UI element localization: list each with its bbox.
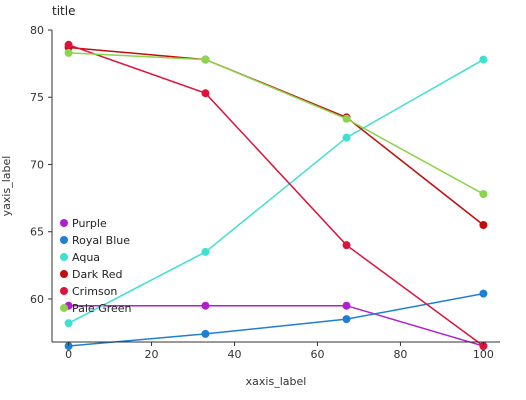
data-point-pale-green bbox=[479, 190, 488, 199]
x-tick-label: 20 bbox=[145, 348, 159, 361]
data-point-aqua bbox=[201, 247, 210, 256]
data-point-pale-green bbox=[64, 48, 73, 57]
x-tick-label: 80 bbox=[393, 348, 407, 361]
x-ticks: 0 20 40 60 80 100 bbox=[65, 342, 494, 361]
legend-marker bbox=[60, 219, 68, 227]
series-line-purple bbox=[68, 304, 484, 347]
legend-marker bbox=[60, 253, 68, 261]
data-point-aqua bbox=[479, 55, 488, 64]
chart-title: title bbox=[52, 4, 75, 18]
data-point-royal-blue bbox=[342, 315, 351, 324]
y-tick-label: 80 bbox=[30, 24, 44, 37]
data-point-royal-blue bbox=[64, 342, 73, 351]
y-axis-label: yaxis_label bbox=[0, 156, 13, 217]
series-line-aqua bbox=[68, 58, 484, 324]
x-tick-label: 40 bbox=[228, 348, 242, 361]
data-point-purple bbox=[342, 301, 351, 310]
legend-marker bbox=[60, 270, 68, 278]
legend-marker bbox=[60, 236, 68, 244]
y-tick-label: 65 bbox=[30, 226, 44, 239]
legend-label: Pale Green bbox=[72, 302, 132, 315]
series-line-royal-blue bbox=[68, 292, 484, 347]
data-point-pale-green bbox=[201, 55, 210, 64]
legend: Purple Royal Blue Aqua Dark Red Crimson Pale … bbox=[60, 217, 132, 315]
data-point-purple bbox=[201, 301, 210, 310]
data-point-royal-blue bbox=[201, 329, 210, 338]
data-point-crimson bbox=[342, 241, 351, 250]
legend-label: Aqua bbox=[72, 251, 100, 264]
legend-marker bbox=[60, 287, 68, 295]
x-axis-label: xaxis_label bbox=[246, 375, 307, 388]
legend-marker bbox=[60, 304, 68, 312]
data-point-aqua bbox=[64, 319, 73, 328]
y-tick-label: 60 bbox=[30, 293, 44, 306]
data-point-royal-blue bbox=[479, 289, 488, 298]
legend-label: Dark Red bbox=[72, 268, 123, 281]
y-ticks: 60 65 70 75 80 bbox=[30, 24, 52, 306]
series-line-dark-red bbox=[68, 46, 484, 226]
data-point-crimson bbox=[64, 40, 73, 49]
data-point-crimson bbox=[201, 89, 210, 98]
data-point-aqua bbox=[342, 133, 351, 142]
plot-lines bbox=[64, 40, 488, 351]
series-line-pale-green bbox=[68, 52, 484, 195]
y-tick-label: 75 bbox=[30, 91, 44, 104]
x-tick-label: 0 bbox=[65, 348, 72, 361]
x-tick-label: 100 bbox=[473, 348, 494, 361]
legend-label: Purple bbox=[72, 217, 107, 230]
data-point-dark-red bbox=[479, 221, 488, 229]
series-line-crimson bbox=[68, 44, 484, 347]
y-tick-label: 70 bbox=[30, 158, 44, 171]
legend-label: Crimson bbox=[72, 285, 117, 298]
data-point-crimson bbox=[479, 342, 488, 351]
x-tick-label: 60 bbox=[310, 348, 324, 361]
data-point-pale-green bbox=[342, 114, 351, 123]
legend-label: Royal Blue bbox=[72, 234, 130, 247]
